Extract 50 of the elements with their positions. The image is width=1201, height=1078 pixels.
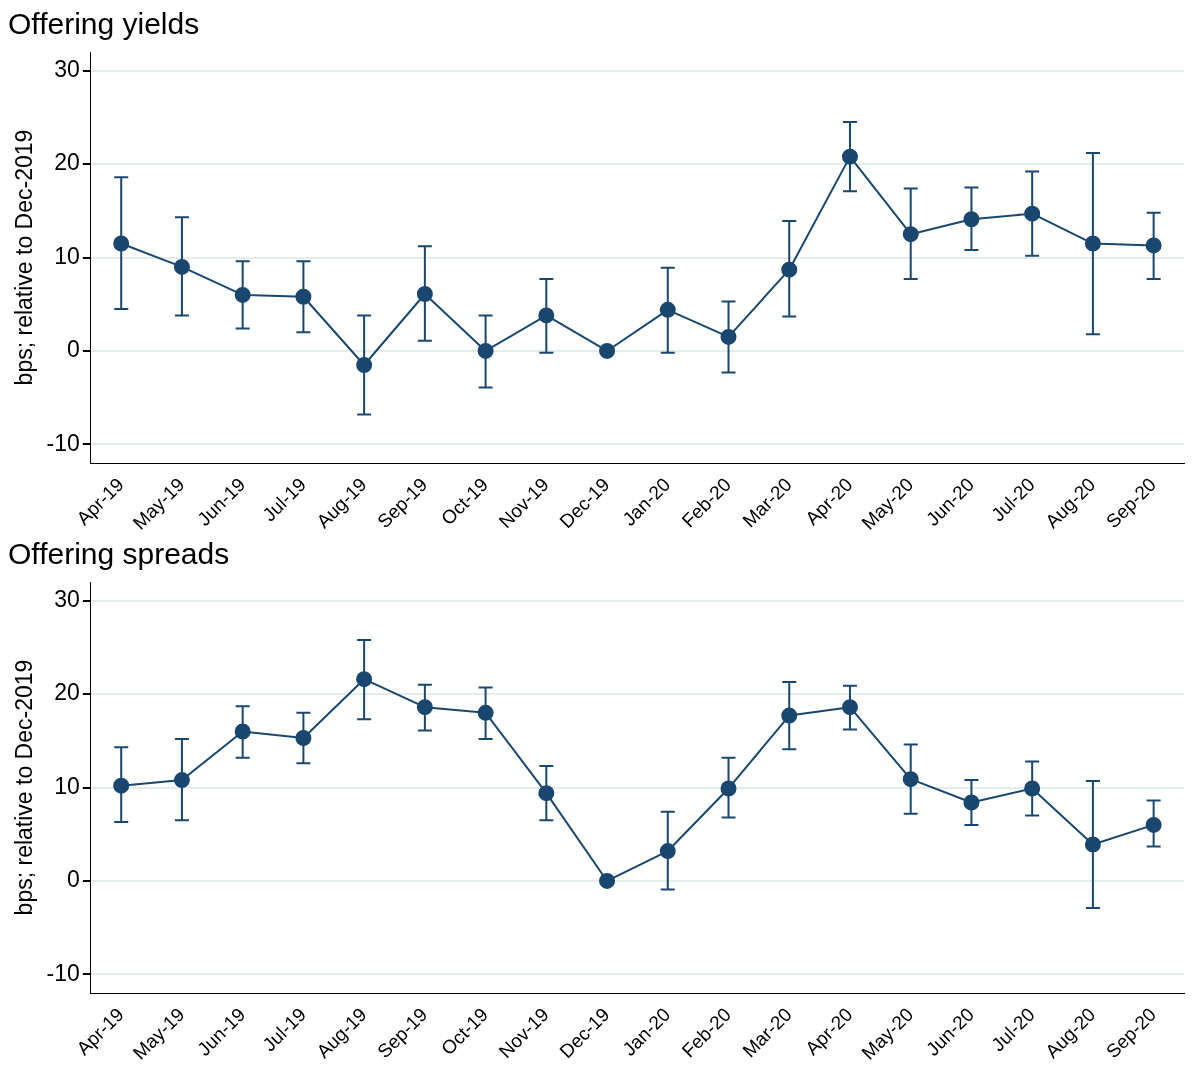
- point: [538, 307, 555, 324]
- y-axis-title: bps; relative to Dec-2019: [11, 129, 38, 386]
- point: [902, 226, 919, 243]
- y-tick-label: 20: [54, 679, 80, 706]
- y-tick-label: -10: [46, 429, 80, 456]
- point: [720, 780, 737, 797]
- y-tick-label: 30: [54, 56, 80, 83]
- point: [1024, 780, 1041, 797]
- point: [1145, 237, 1162, 254]
- point: [599, 342, 616, 359]
- point: [477, 342, 494, 359]
- point: [1084, 836, 1101, 853]
- y-tick-label: 30: [54, 586, 80, 613]
- point: [295, 288, 312, 305]
- point: [538, 785, 555, 802]
- y-tick-label: 20: [54, 149, 80, 176]
- point: [781, 261, 798, 278]
- point: [841, 148, 858, 165]
- point: [659, 843, 676, 860]
- point: [720, 328, 737, 345]
- y-tick-label: 10: [54, 242, 80, 269]
- y-tick-label: -10: [46, 959, 80, 986]
- point: [963, 794, 980, 811]
- y-tick-label: 0: [67, 336, 80, 363]
- point: [356, 671, 373, 688]
- point: [416, 285, 433, 302]
- point: [1084, 235, 1101, 252]
- point: [781, 707, 798, 724]
- point: [295, 730, 312, 747]
- point: [902, 771, 919, 788]
- point: [1024, 205, 1041, 222]
- point: [356, 356, 373, 373]
- point: [416, 699, 433, 716]
- point: [173, 772, 190, 789]
- point: [113, 777, 130, 794]
- point: [173, 258, 190, 275]
- point: [234, 286, 251, 303]
- y-tick-label: 10: [54, 772, 80, 799]
- point: [659, 301, 676, 318]
- y-axis-title: bps; relative to Dec-2019: [11, 659, 38, 916]
- point: [599, 872, 616, 889]
- y-tick-label: 0: [67, 866, 80, 893]
- chart-title: Offering spreads: [8, 537, 230, 571]
- point: [234, 723, 251, 740]
- point: [841, 699, 858, 716]
- point: [963, 211, 980, 228]
- point: [477, 704, 494, 721]
- chart-title: Offering yields: [8, 7, 200, 41]
- point: [113, 235, 130, 252]
- point: [1145, 816, 1162, 833]
